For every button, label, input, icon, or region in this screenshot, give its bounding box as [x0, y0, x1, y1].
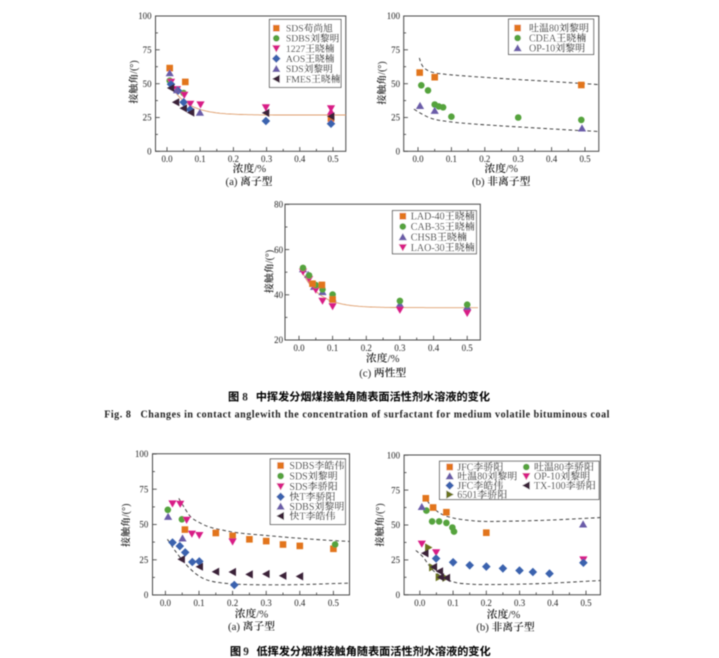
svg-text:6501: 6501: [457, 490, 477, 501]
svg-text:0.4: 0.4: [294, 154, 306, 164]
svg-text:SDBS: SDBS: [289, 502, 314, 513]
svg-text:/(°): /(°): [129, 60, 140, 73]
svg-text:(a): (a): [228, 621, 240, 633]
svg-text:JFC: JFC: [457, 462, 473, 473]
svg-text:80: 80: [274, 200, 283, 210]
svg-text:0.3: 0.3: [261, 598, 273, 608]
svg-text:0: 0: [147, 147, 152, 157]
svg-text:80: 80: [549, 23, 559, 34]
svg-text:/%: /%: [506, 163, 518, 175]
svg-text:0.0: 0.0: [293, 343, 305, 353]
svg-text:0.0: 0.0: [161, 154, 173, 164]
svg-text:1227: 1227: [286, 44, 306, 55]
svg-text:LAD-40: LAD-40: [411, 212, 445, 223]
svg-text:0.1: 0.1: [327, 343, 338, 353]
svg-text:75: 75: [391, 485, 400, 495]
svg-text:TX-100: TX-100: [534, 481, 566, 492]
svg-text:80: 80: [477, 472, 487, 483]
svg-text:/(°): /(°): [377, 61, 388, 74]
svg-text:80: 80: [554, 462, 564, 473]
svg-text:/(°): /(°): [121, 504, 132, 517]
svg-text:SDS: SDS: [286, 64, 304, 75]
svg-text:100: 100: [387, 450, 401, 460]
svg-text:0.4: 0.4: [294, 598, 306, 608]
svg-text:0.0: 0.0: [414, 598, 426, 608]
svg-text:CAB-35: CAB-35: [411, 222, 445, 233]
svg-text:0.1: 0.1: [195, 154, 206, 164]
svg-text:0.3: 0.3: [261, 154, 273, 164]
svg-text:25: 25: [391, 113, 400, 123]
svg-text:40: 40: [274, 290, 283, 300]
svg-text:SDBS: SDBS: [289, 461, 314, 472]
svg-text:100: 100: [135, 449, 149, 459]
svg-text:75: 75: [139, 484, 148, 494]
svg-text:50: 50: [139, 520, 148, 530]
svg-text:0.2: 0.2: [361, 343, 372, 353]
svg-text:(b): (b): [476, 622, 489, 634]
svg-text:CHSB: CHSB: [411, 232, 437, 243]
svg-text:20: 20: [274, 335, 283, 345]
svg-text:SDS: SDS: [286, 24, 304, 35]
svg-text:0.3: 0.3: [514, 598, 526, 608]
svg-text:8: 8: [242, 392, 248, 404]
svg-text:SDS: SDS: [289, 471, 307, 482]
svg-text:0.3: 0.3: [513, 154, 525, 164]
svg-text:(c): (c): [359, 367, 371, 379]
svg-text:75: 75: [391, 45, 400, 55]
svg-text:/%: /%: [508, 609, 520, 621]
svg-text:/(°): /(°): [265, 250, 276, 263]
svg-text:AOS: AOS: [286, 54, 305, 65]
svg-text:OP-10: OP-10: [529, 44, 555, 55]
svg-text:FMES: FMES: [286, 74, 311, 85]
svg-text:0.1: 0.1: [448, 598, 459, 608]
svg-text:Fig. 8 Changes in contact an: Fig. 8 Changes in contact anglewith the …: [104, 410, 609, 421]
svg-text:0.5: 0.5: [580, 598, 592, 608]
svg-text:SDBS: SDBS: [286, 34, 310, 45]
svg-text:60: 60: [274, 245, 283, 255]
svg-text:(a): (a): [226, 176, 238, 188]
svg-text:0: 0: [144, 590, 149, 600]
svg-text:0.5: 0.5: [579, 154, 591, 164]
svg-text:T: T: [299, 511, 305, 522]
svg-text:CDEA: CDEA: [529, 33, 557, 44]
svg-text:0.5: 0.5: [327, 154, 339, 164]
svg-text:0.2: 0.2: [227, 598, 238, 608]
svg-text:SDS: SDS: [289, 482, 307, 493]
svg-text:/%: /%: [388, 353, 400, 365]
svg-text:50: 50: [143, 79, 152, 89]
svg-text:LAO-30: LAO-30: [411, 243, 445, 254]
svg-text:50: 50: [391, 79, 400, 89]
svg-text:0.4: 0.4: [546, 154, 558, 164]
svg-text:0.5: 0.5: [328, 598, 340, 608]
svg-text:100: 100: [138, 11, 152, 21]
svg-text:OP-10: OP-10: [534, 472, 560, 483]
svg-text:T: T: [299, 492, 305, 503]
svg-text:25: 25: [391, 555, 400, 565]
svg-text:0: 0: [396, 147, 401, 157]
svg-text:/%: /%: [256, 608, 268, 620]
svg-text:0: 0: [396, 590, 401, 600]
svg-text:0.4: 0.4: [547, 598, 559, 608]
svg-text:0.1: 0.1: [446, 154, 457, 164]
svg-text:25: 25: [139, 555, 148, 565]
svg-text:75: 75: [143, 45, 152, 55]
svg-text:50: 50: [391, 520, 400, 530]
svg-text:100: 100: [387, 11, 401, 21]
svg-text:/(°): /(°): [375, 503, 386, 516]
svg-text:9: 9: [243, 646, 249, 658]
svg-text:(b): (b): [472, 176, 485, 188]
svg-text:/%: /%: [254, 163, 266, 175]
svg-text:JFC: JFC: [457, 481, 473, 492]
svg-text:0.0: 0.0: [160, 598, 172, 608]
svg-text:0.2: 0.2: [479, 154, 490, 164]
svg-text:0.2: 0.2: [481, 598, 492, 608]
svg-text:0.5: 0.5: [462, 343, 474, 353]
svg-text:0.0: 0.0: [412, 154, 424, 164]
svg-text:25: 25: [143, 113, 152, 123]
svg-text:0.4: 0.4: [428, 343, 440, 353]
svg-text:0.2: 0.2: [228, 154, 239, 164]
svg-text:0.1: 0.1: [193, 598, 204, 608]
svg-text:0.3: 0.3: [394, 343, 406, 353]
